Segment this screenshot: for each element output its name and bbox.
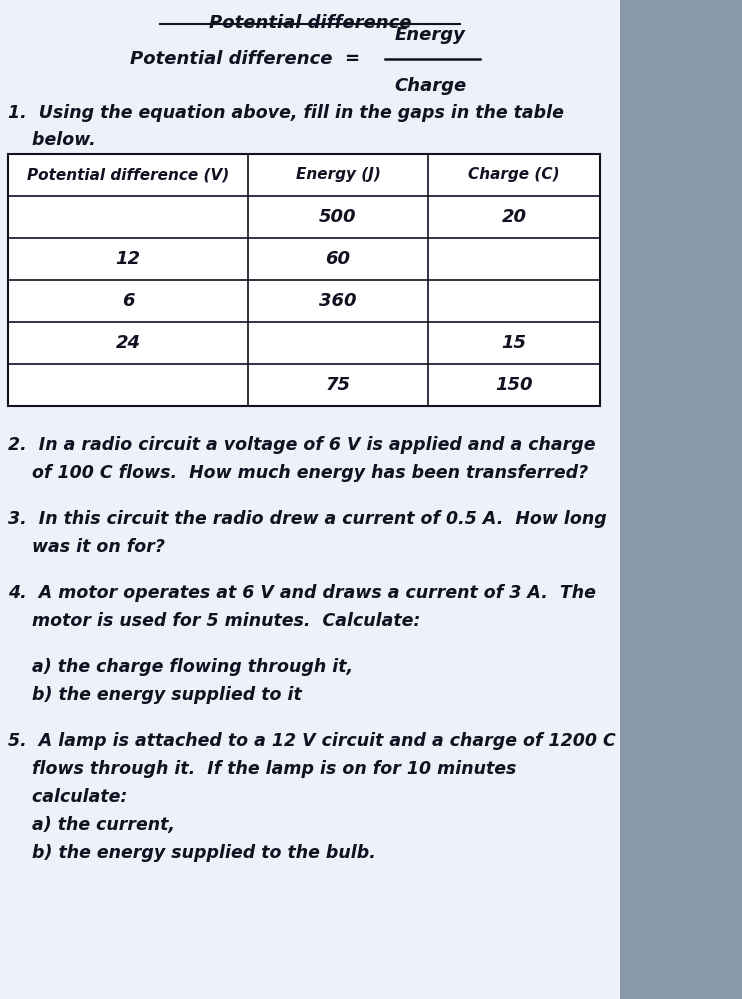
Text: a) the charge flowing through it,: a) the charge flowing through it, [8,658,353,676]
Text: Charge (C): Charge (C) [468,168,559,183]
Text: 24: 24 [116,334,140,352]
Text: 4.  A motor operates at 6 V and draws a current of 3 A.  The: 4. A motor operates at 6 V and draws a c… [8,584,596,602]
Text: Potential difference (V): Potential difference (V) [27,168,229,183]
Text: 1.  Using the equation above, fill in the gaps in the table: 1. Using the equation above, fill in the… [8,104,564,122]
Text: Charge: Charge [394,77,466,95]
Text: 2.  In a radio circuit a voltage of 6 V is applied and a charge: 2. In a radio circuit a voltage of 6 V i… [8,436,596,454]
Text: flows through it.  If the lamp is on for 10 minutes: flows through it. If the lamp is on for … [8,760,516,778]
Text: Energy (J): Energy (J) [295,168,381,183]
Text: 6: 6 [122,292,134,310]
Text: 75: 75 [326,376,350,394]
Text: 15: 15 [502,334,527,352]
Text: b) the energy supplied to it: b) the energy supplied to it [8,686,302,704]
Text: b) the energy supplied to the bulb.: b) the energy supplied to the bulb. [8,844,376,862]
Text: 12: 12 [116,250,140,268]
Text: a) the current,: a) the current, [8,816,175,834]
Text: Energy: Energy [395,26,465,44]
Text: 60: 60 [326,250,350,268]
Text: 500: 500 [319,208,357,226]
Text: 3.  In this circuit the radio drew a current of 0.5 A.  How long: 3. In this circuit the radio drew a curr… [8,510,607,528]
Text: 360: 360 [319,292,357,310]
Text: 150: 150 [495,376,533,394]
Text: Potential difference  =: Potential difference = [130,50,360,68]
Text: was it on for?: was it on for? [8,538,165,556]
Text: 20: 20 [502,208,527,226]
Text: calculate:: calculate: [8,788,128,806]
Bar [8,154,600,406]
Text: motor is used for 5 minutes.  Calculate:: motor is used for 5 minutes. Calculate: [8,612,421,630]
Bar [590,0,742,999]
Text: Potential difference: Potential difference [209,14,411,32]
Text: of 100 C flows.  How much energy has been transferred?: of 100 C flows. How much energy has been… [8,464,588,482]
Text: 5.  A lamp is attached to a 12 V circuit and a charge of 1200 C: 5. A lamp is attached to a 12 V circuit … [8,732,616,750]
Text: below.: below. [8,131,96,149]
Bar [0,0,620,999]
